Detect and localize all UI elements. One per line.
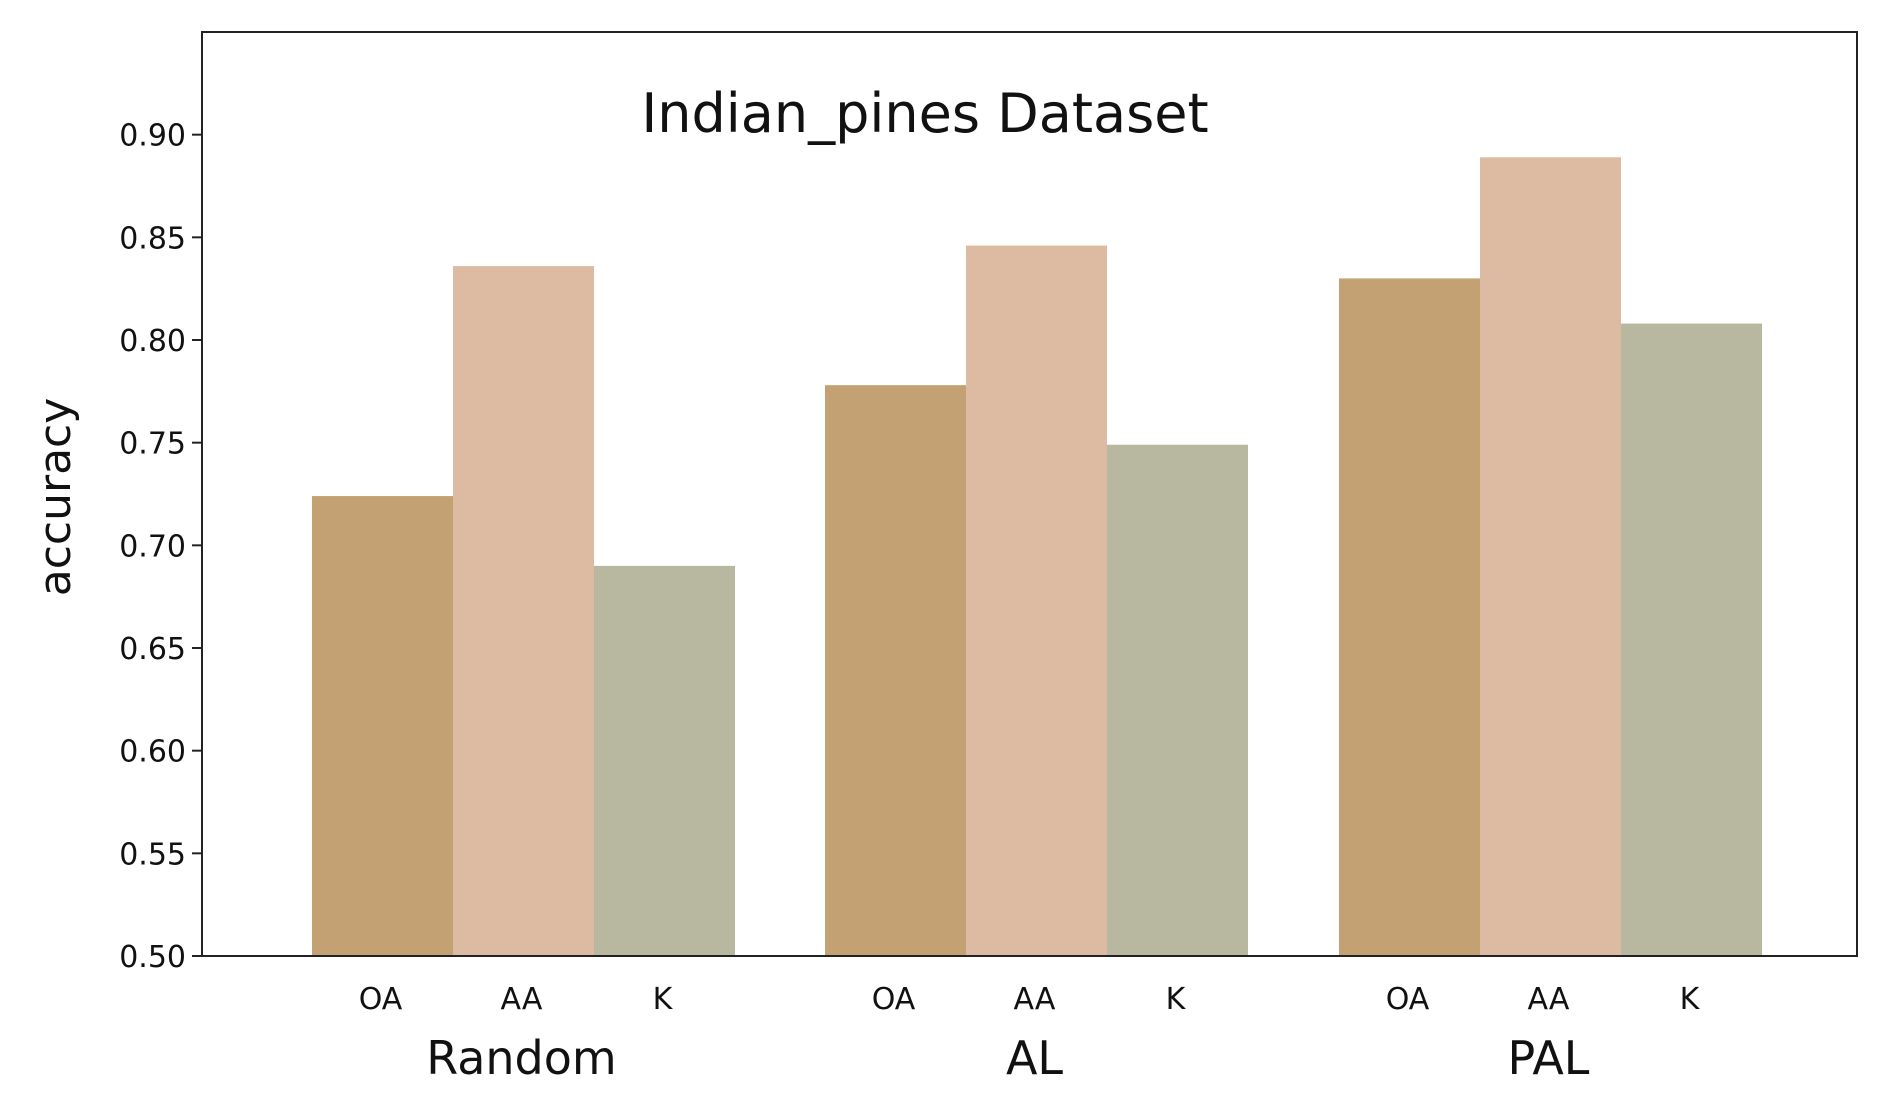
- metric-label: OA: [359, 982, 403, 1017]
- bar-al-k: [1107, 444, 1248, 956]
- category-label: Random: [426, 1031, 616, 1085]
- y-tick-label: 0.75: [119, 427, 186, 462]
- bar-random-aa: [453, 266, 594, 957]
- metric-label: AA: [1014, 982, 1056, 1017]
- y-tick-label: 0.85: [119, 221, 186, 256]
- metric-label: K: [1166, 982, 1187, 1017]
- bar-pal-aa: [1480, 157, 1621, 957]
- category-label: PAL: [1508, 1031, 1590, 1085]
- y-tick-label: 0.70: [119, 529, 186, 564]
- bar-pal-oa: [1339, 278, 1480, 956]
- metric-label: OA: [872, 982, 916, 1017]
- bar-al-oa: [825, 385, 966, 956]
- y-tick-label: 0.55: [119, 837, 186, 872]
- bar-random-oa: [312, 496, 453, 956]
- category-label: AL: [1006, 1031, 1063, 1085]
- metric-label: K: [653, 982, 674, 1017]
- y-axis-label: accuracy: [30, 398, 81, 597]
- y-tick-label: 0.60: [119, 735, 186, 770]
- metric-label: OA: [1386, 982, 1430, 1017]
- metric-label: AA: [501, 982, 543, 1017]
- bar-al-aa: [966, 245, 1107, 957]
- y-axis: 0.50 0.55 0.60 0.65 0.70 0.75 0.80 0.85 0.90: [119, 119, 202, 975]
- metric-label: K: [1680, 982, 1701, 1017]
- plot-frame: [201, 31, 1858, 957]
- y-tick-label: 0.90: [119, 119, 186, 154]
- chart-title: Indian_pines Dataset: [641, 82, 1208, 145]
- y-tick-label: 0.50: [119, 940, 186, 975]
- y-tick-label: 0.65: [119, 632, 186, 667]
- x-axis: OA AA K Random OA AA K AL OA AA K PAL: [359, 982, 1701, 1085]
- bar-pal-k: [1621, 323, 1762, 956]
- metric-label: AA: [1528, 982, 1570, 1017]
- bar-random-k: [594, 565, 735, 956]
- bars-layer: [312, 157, 1762, 957]
- y-tick-label: 0.80: [119, 324, 186, 359]
